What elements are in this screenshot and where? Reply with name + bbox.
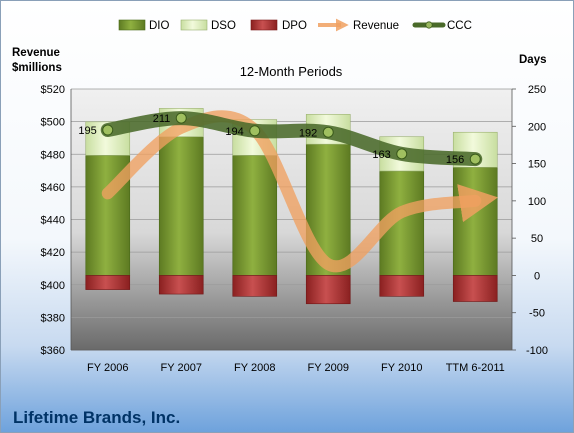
left-tick-label: $380 xyxy=(41,312,65,324)
legend-label-revenue: Revenue xyxy=(353,20,399,32)
bars xyxy=(85,108,498,305)
company-title: Lifetime Brands, Inc. xyxy=(13,408,180,427)
dpo-bar xyxy=(232,275,278,297)
left-tick-label: $400 xyxy=(41,280,65,292)
dio-bar xyxy=(232,155,278,276)
ccc-point xyxy=(102,124,114,136)
dpo-bar xyxy=(85,275,131,290)
legend-swatch-dio xyxy=(118,19,146,31)
left-axis-label-line1: Revenue xyxy=(12,47,60,59)
right-tick-label: 250 xyxy=(528,84,546,96)
legend-swatch-dpo xyxy=(250,19,278,31)
legend: DIO DSO DPO Revenue CCC xyxy=(118,18,472,32)
right-tick-label: 200 xyxy=(528,121,546,133)
dio-bar xyxy=(158,136,204,276)
legend-label-dio: DIO xyxy=(149,20,170,32)
ccc-point xyxy=(469,153,481,165)
left-tick-label: $420 xyxy=(41,247,65,259)
right-tick-label: 50 xyxy=(531,233,543,245)
x-tick-label: TTM 6-2011 xyxy=(446,362,505,374)
left-tick-label: $500 xyxy=(41,117,65,129)
left-tick-label: $360 xyxy=(41,345,65,357)
ccc-line xyxy=(100,111,483,167)
ccc-point xyxy=(396,148,408,160)
ccc-point xyxy=(322,126,334,138)
ccc-data-label: 163 xyxy=(372,149,390,161)
left-tick-label: $460 xyxy=(41,182,65,194)
left-tick-label: $480 xyxy=(41,149,65,161)
legend-label-dso: DSO xyxy=(211,20,236,32)
x-tick-label: FY 2009 xyxy=(308,362,349,374)
legend-swatch-ccc-dot xyxy=(425,21,433,29)
legend-label-dpo: DPO xyxy=(282,20,307,32)
right-axis-label: Days xyxy=(519,54,547,66)
ccc-point xyxy=(175,112,187,124)
dpo-bar xyxy=(158,275,204,295)
ccc-data-label: 192 xyxy=(299,127,317,139)
right-tick-label: -100 xyxy=(526,345,548,357)
x-tick-label: FY 2007 xyxy=(161,362,202,374)
left-axis-label-line2: $millions xyxy=(12,62,62,74)
ccc-data-label: 194 xyxy=(225,126,243,138)
ccc-data-label: 211 xyxy=(153,113,171,125)
right-tick-label: -50 xyxy=(529,308,545,320)
revenue-line xyxy=(101,110,499,273)
left-tick-label: $440 xyxy=(41,215,65,227)
legend-label-ccc: CCC xyxy=(447,20,472,32)
right-tick-label: 0 xyxy=(534,270,540,282)
dio-bar xyxy=(452,167,498,276)
x-tick-label: FY 2010 xyxy=(381,362,422,374)
ccc-point xyxy=(249,125,261,137)
dpo-bar xyxy=(379,275,425,297)
ccc-data-label: 195 xyxy=(78,125,96,137)
left-tick-label: $520 xyxy=(41,84,65,96)
revenue-series xyxy=(101,110,499,273)
chart-title: 12-Month Periods xyxy=(240,64,343,79)
ccc-series: 195 211 194 192 163 156 xyxy=(78,111,483,167)
right-tick-label: 150 xyxy=(528,159,546,171)
x-tick-label: FY 2008 xyxy=(234,362,275,374)
dpo-bar xyxy=(305,275,351,305)
ccc-data-label: 156 xyxy=(446,154,464,166)
dpo-bar xyxy=(452,275,498,302)
legend-swatch-dso xyxy=(180,19,208,31)
axes: $360 $380 $400 $420 $440 $460 $480 $500 $520 -100… xyxy=(41,84,549,374)
x-tick-label: FY 2006 xyxy=(87,362,128,374)
right-tick-label: 100 xyxy=(528,196,546,208)
